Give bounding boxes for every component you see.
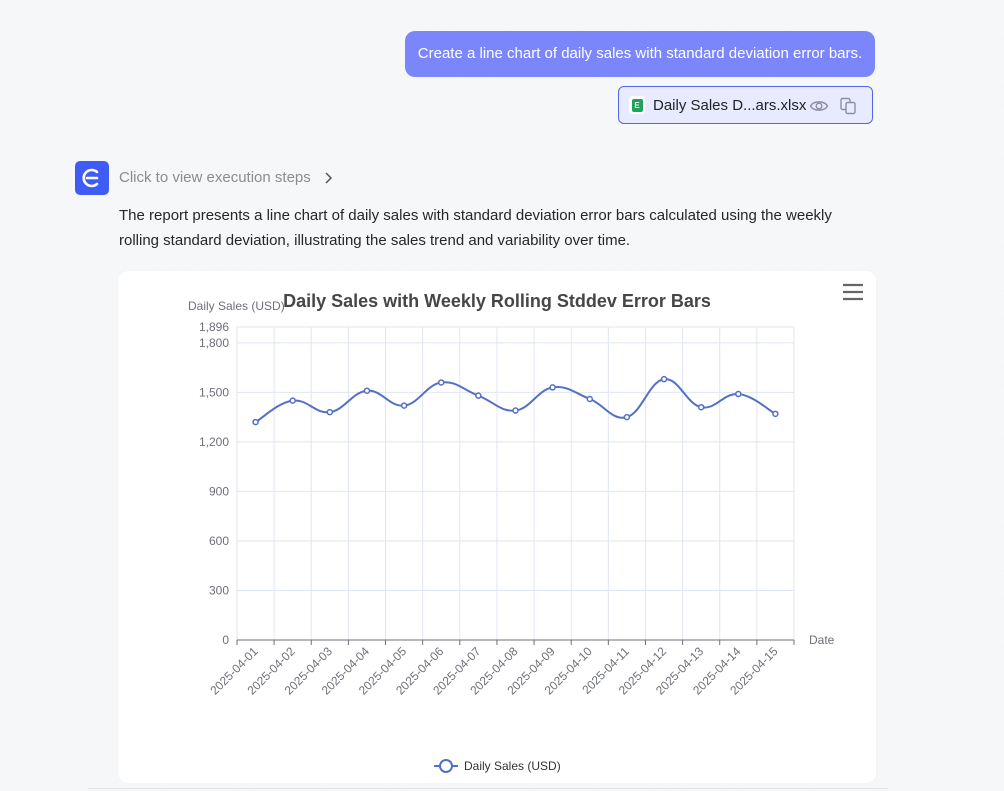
data-point[interactable] [437,379,445,386]
line-chart: Daily Sales with Weekly Rolling Stddev E… [188,283,863,773]
y-tick-label: 900 [209,484,229,498]
y-tick-label: 1,896 [199,320,229,334]
y-axis-label: Daily Sales (USD) [188,299,285,313]
data-point[interactable] [363,387,371,394]
report-text: The report presents a line chart of dail… [119,207,832,249]
data-point[interactable] [289,397,296,404]
data-point[interactable] [586,395,594,403]
data-point[interactable] [512,407,519,414]
eye-icon[interactable] [809,96,829,116]
series-line-daily-sales [255,378,776,423]
assistant-avatar [75,161,109,195]
attachment-file-name[interactable]: Daily Sales D...ars.xlsx [653,96,807,114]
chart-title: Daily Sales with Weekly Rolling Stddev E… [283,291,711,311]
data-point[interactable] [623,413,631,421]
e-logo-icon [82,168,99,188]
data-point[interactable] [549,384,556,391]
data-point[interactable] [697,403,705,411]
legend-label[interactable]: Daily Sales (USD) [464,759,561,773]
y-tick-label: 0 [222,633,229,647]
y-tick-label: 1,500 [199,385,229,399]
copy-icon[interactable] [838,96,858,116]
chevron-right-icon[interactable] [323,171,333,185]
y-tick-label: 600 [209,534,229,548]
chart-card: Daily Sales with Weekly Rolling Stddev E… [118,271,876,783]
data-point[interactable] [252,418,259,426]
y-tick-label: 1,800 [199,336,229,350]
x-axis-label: Date [809,633,835,647]
data-point[interactable] [326,408,334,416]
hamburger-menu-icon[interactable] [843,283,863,303]
execution-steps-label[interactable]: Click to view execution steps [119,169,311,186]
data-point[interactable] [400,402,408,409]
data-point[interactable] [735,390,742,398]
execution-steps-link[interactable]: Click to view execution steps [119,169,333,186]
chart-legend[interactable]: Daily Sales (USD) [434,759,561,773]
y-tick-label: 1,200 [199,435,229,449]
y-tick-label: 300 [209,583,229,597]
user-message-bubble: Create a line chart of daily sales with … [405,31,875,77]
data-point[interactable] [660,375,668,383]
divider [88,788,888,789]
data-point[interactable] [475,392,482,399]
attachment-chip[interactable]: E Daily Sales D...ars.xlsx [618,86,873,124]
data-point[interactable] [772,410,779,418]
excel-icon: E [629,96,645,114]
